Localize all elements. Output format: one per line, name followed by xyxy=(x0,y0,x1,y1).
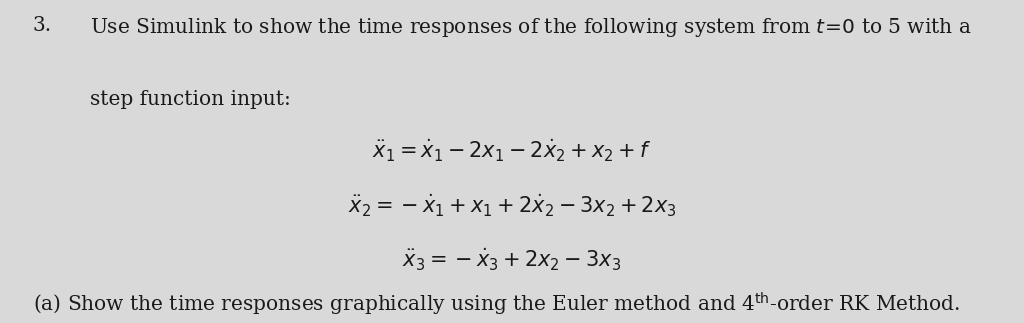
Text: Use Simulink to show the time responses of the following system from $t\!=\!0$ t: Use Simulink to show the time responses … xyxy=(90,16,972,39)
Text: step function input:: step function input: xyxy=(90,90,291,109)
Text: $\ddot{x}_3 = -\dot{x}_3 + 2x_2 - 3x_3$: $\ddot{x}_3 = -\dot{x}_3 + 2x_2 - 3x_3$ xyxy=(402,247,622,274)
Text: $\ddot{x}_2 = -\dot{x}_1 + x_1 + 2\dot{x}_2 - 3x_2 + 2x_3$: $\ddot{x}_2 = -\dot{x}_1 + x_1 + 2\dot{x… xyxy=(348,192,676,219)
Text: 3.: 3. xyxy=(33,16,52,35)
Text: $\ddot{x}_1 = \dot{x}_1 - 2x_1 - 2\dot{x}_2 + x_2 + f$: $\ddot{x}_1 = \dot{x}_1 - 2x_1 - 2\dot{x… xyxy=(373,137,651,164)
Text: (a) Show the time responses graphically using the Euler method and 4$^{\mathrm{t: (a) Show the time responses graphically … xyxy=(33,291,961,318)
